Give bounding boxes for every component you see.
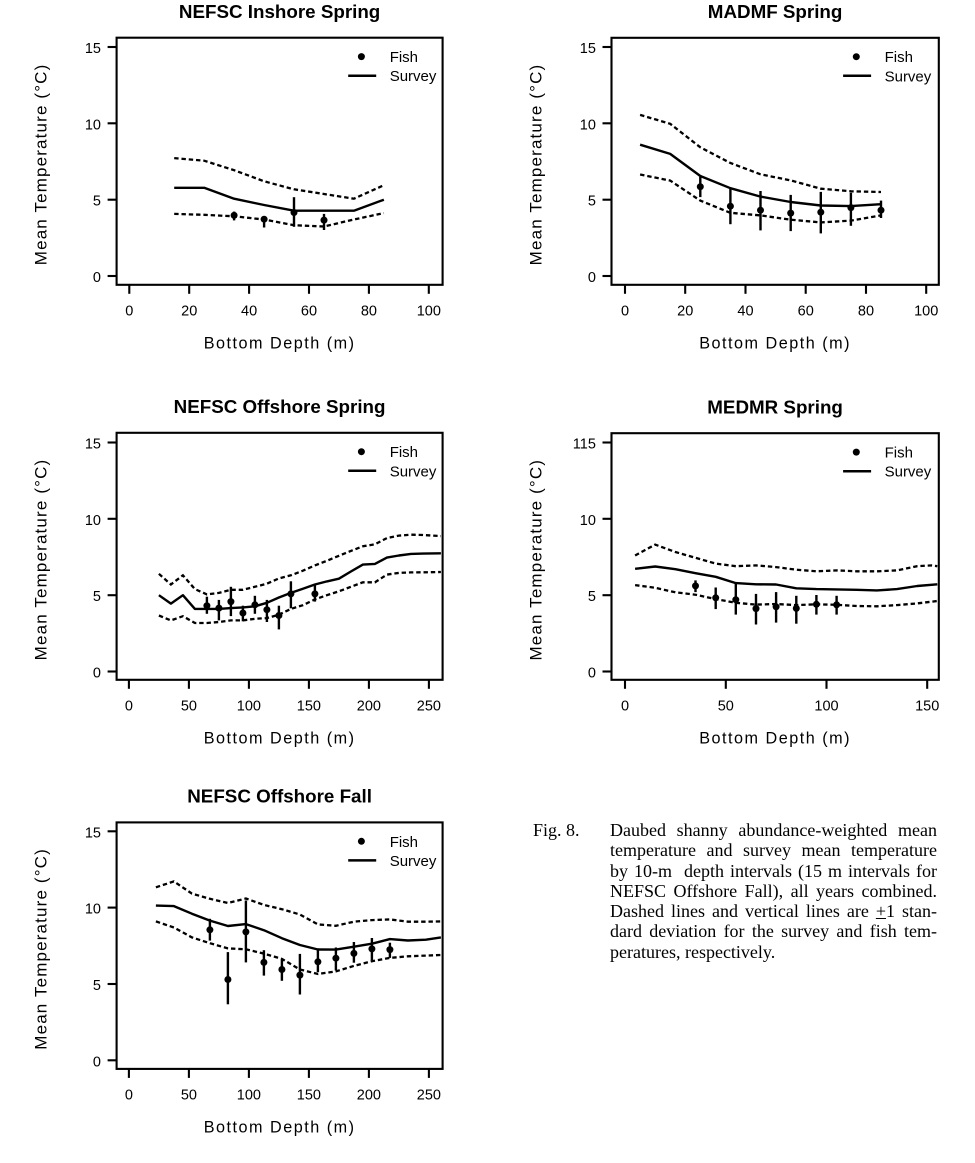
svg-text:50: 50 — [181, 1087, 197, 1103]
svg-text:250: 250 — [417, 1087, 441, 1103]
svg-text:0: 0 — [93, 1054, 101, 1070]
svg-text:MEDMR Spring: MEDMR Spring — [707, 396, 843, 417]
svg-text:100: 100 — [914, 303, 938, 319]
svg-text:NEFSC Inshore Spring: NEFSC Inshore Spring — [179, 1, 380, 22]
svg-text:Fish: Fish — [390, 49, 418, 66]
svg-text:150: 150 — [297, 698, 321, 714]
svg-text:MADMF Spring: MADMF Spring — [708, 1, 843, 22]
svg-text:50: 50 — [181, 698, 197, 714]
svg-text:0: 0 — [125, 698, 133, 714]
svg-text:Mean Temperature (°C): Mean Temperature (°C) — [32, 459, 51, 661]
svg-text:0: 0 — [621, 698, 629, 714]
svg-text:60: 60 — [798, 303, 814, 319]
svg-text:Bottom Depth (m): Bottom Depth (m) — [204, 334, 356, 352]
svg-text:5: 5 — [93, 978, 101, 994]
svg-text:100: 100 — [417, 303, 441, 319]
svg-text:5: 5 — [93, 589, 101, 605]
svg-text:Mean Temperature (°C): Mean Temperature (°C) — [527, 64, 546, 266]
svg-text:100: 100 — [237, 1087, 261, 1103]
svg-text:0: 0 — [125, 1087, 133, 1103]
svg-text:10: 10 — [580, 513, 596, 529]
svg-text:Fish: Fish — [885, 49, 913, 66]
svg-text:10: 10 — [580, 117, 596, 133]
svg-text:5: 5 — [588, 194, 596, 210]
svg-text:0: 0 — [588, 270, 596, 286]
svg-text:250: 250 — [417, 698, 441, 714]
svg-text:40: 40 — [737, 303, 753, 319]
svg-text:Survey: Survey — [885, 464, 932, 481]
svg-text:Survey: Survey — [390, 68, 437, 85]
svg-text:NEFSC Offshore Fall: NEFSC Offshore Fall — [187, 786, 372, 807]
svg-text:0: 0 — [588, 666, 596, 682]
svg-text:15: 15 — [85, 437, 101, 453]
svg-text:0: 0 — [93, 666, 101, 682]
svg-text:Bottom Depth (m): Bottom Depth (m) — [699, 334, 851, 352]
svg-text:Fish: Fish — [885, 445, 913, 462]
svg-text:200: 200 — [357, 1087, 381, 1103]
svg-text:40: 40 — [241, 303, 257, 319]
svg-text:10: 10 — [85, 902, 101, 918]
svg-text:115: 115 — [573, 437, 596, 453]
svg-text:150: 150 — [915, 698, 939, 714]
svg-text:80: 80 — [858, 303, 874, 319]
svg-text:200: 200 — [357, 698, 381, 714]
svg-text:50: 50 — [718, 698, 734, 714]
svg-text:Fish: Fish — [390, 834, 418, 851]
svg-text:Mean Temperature (°C): Mean Temperature (°C) — [32, 848, 51, 1050]
svg-text:5: 5 — [93, 194, 101, 210]
svg-text:100: 100 — [814, 698, 838, 714]
svg-text:Mean Temperature (°C): Mean Temperature (°C) — [32, 64, 51, 266]
svg-text:Bottom Depth (m): Bottom Depth (m) — [204, 729, 356, 747]
svg-text:80: 80 — [361, 303, 377, 319]
svg-text:100: 100 — [237, 698, 261, 714]
svg-text:20: 20 — [181, 303, 197, 319]
svg-text:Survey: Survey — [885, 68, 932, 85]
svg-text:0: 0 — [621, 303, 629, 319]
svg-text:0: 0 — [93, 270, 101, 286]
svg-text:Survey: Survey — [390, 463, 437, 480]
svg-text:Survey: Survey — [390, 853, 437, 870]
svg-text:15: 15 — [85, 41, 101, 57]
svg-text:60: 60 — [301, 303, 317, 319]
svg-text:5: 5 — [588, 589, 596, 605]
svg-text:Fish: Fish — [390, 444, 418, 461]
svg-text:Bottom Depth (m): Bottom Depth (m) — [204, 1118, 356, 1136]
svg-text:Bottom Depth (m): Bottom Depth (m) — [699, 729, 851, 747]
svg-text:10: 10 — [85, 513, 101, 529]
svg-text:15: 15 — [580, 41, 596, 57]
svg-text:15: 15 — [85, 825, 101, 841]
svg-text:150: 150 — [297, 1087, 321, 1103]
svg-text:Mean Temperature (°C): Mean Temperature (°C) — [527, 459, 546, 661]
svg-text:0: 0 — [125, 303, 133, 319]
svg-text:20: 20 — [677, 303, 693, 319]
svg-text:10: 10 — [85, 117, 101, 133]
svg-text:NEFSC Offshore Spring: NEFSC Offshore Spring — [174, 396, 386, 417]
